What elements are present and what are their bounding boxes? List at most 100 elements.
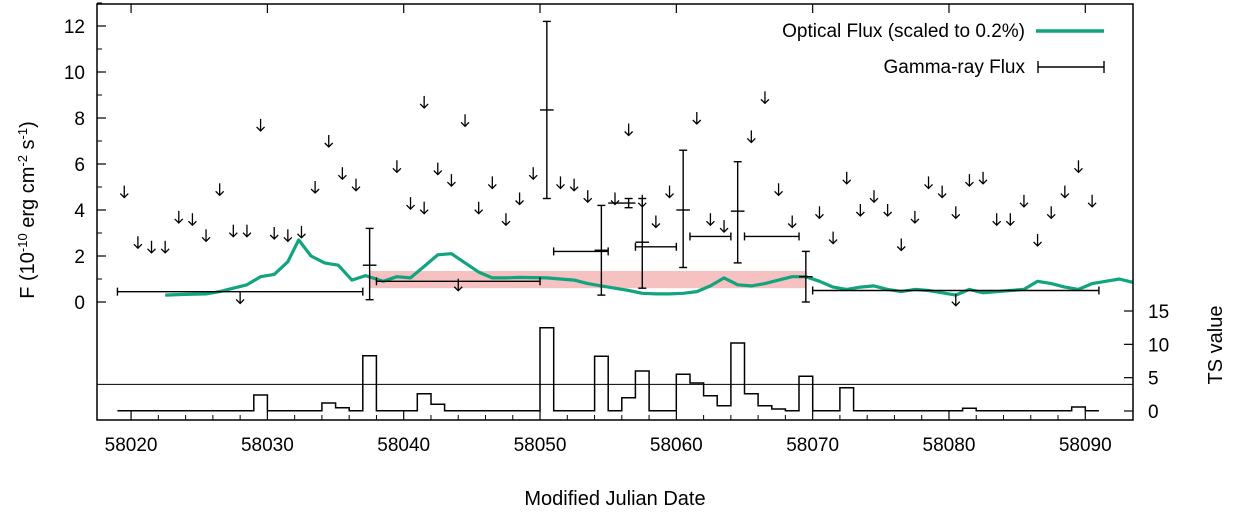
upper-limit-head xyxy=(119,193,129,199)
upper-limit-head xyxy=(556,183,565,190)
upper-limit-arrow xyxy=(1033,233,1043,247)
upper-limit-arrow xyxy=(201,229,211,243)
upper-limit-arrow xyxy=(515,192,525,206)
flux-axis-label-part4: ) xyxy=(17,121,39,128)
ts-axis-label: TS value xyxy=(1205,306,1227,385)
upper-limit-head xyxy=(201,236,211,243)
upper-limit-head xyxy=(787,223,797,229)
upper-limit-arrow xyxy=(283,229,293,243)
upper-limit-head xyxy=(324,142,334,148)
upper-limit-arrow xyxy=(419,95,429,109)
upper-limit-arrow xyxy=(487,176,497,190)
upper-limit-arrow xyxy=(460,114,470,128)
ts-y-tick-label: 5 xyxy=(1148,369,1159,390)
upper-limit-arrow xyxy=(406,197,415,211)
axes: 58020 58030 58040 58050 58060 58070 58080 58090… xyxy=(64,2,1169,456)
upper-limit-head xyxy=(351,186,361,192)
upper-limit-head xyxy=(269,234,279,240)
upper-limit-arrow xyxy=(924,176,933,190)
upper-limit-head xyxy=(637,202,647,208)
upper-limit-arrow xyxy=(446,174,456,188)
upper-limit-head xyxy=(665,193,674,199)
upper-limit-head xyxy=(883,211,893,217)
upper-limit-head xyxy=(692,119,702,125)
upper-limit-head xyxy=(283,236,293,243)
upper-limit-head xyxy=(583,197,593,204)
plot-area xyxy=(97,20,1134,412)
upper-limit-head xyxy=(855,211,865,217)
flux-axis-label-sup2: -2 xyxy=(15,155,30,167)
upper-limit-head xyxy=(446,181,456,188)
upper-limit-head xyxy=(310,188,320,194)
upper-limit-head xyxy=(569,186,579,192)
upper-limit-head xyxy=(1005,220,1015,227)
upper-limit-head xyxy=(828,239,838,245)
flux-y-tick-label: 10 xyxy=(64,63,85,84)
flux-y-tick-label: 6 xyxy=(74,155,85,176)
upper-limit-head xyxy=(1060,193,1070,199)
upper-limit-head xyxy=(924,183,933,190)
upper-limit-arrow xyxy=(951,206,961,220)
ts-histogram xyxy=(117,326,1099,412)
upper-limit-head xyxy=(487,183,497,190)
upper-limit-head xyxy=(228,232,238,238)
upper-limit-arrow xyxy=(1005,213,1015,227)
upper-limit-arrow xyxy=(1074,160,1083,174)
upper-limit-head xyxy=(419,209,429,215)
upper-limit-head xyxy=(1019,202,1029,208)
legend-gamma-label: Gamma-ray Flux xyxy=(884,57,1026,78)
upper-limit-arrow xyxy=(119,185,129,199)
upper-limit-arrow xyxy=(324,135,334,148)
upper-limit-arrow xyxy=(964,174,974,188)
x-tick-label: 58020 xyxy=(105,435,158,456)
ts-y-tick-label: 10 xyxy=(1148,335,1169,356)
upper-limit-arrow xyxy=(569,178,579,192)
upper-limit-head xyxy=(1087,202,1097,208)
upper-limit-head xyxy=(528,174,538,181)
upper-limit-arrow xyxy=(583,190,593,204)
upper-limit-head xyxy=(501,220,511,227)
flux-axis-label-part1: F (10 xyxy=(17,252,39,299)
upper-limit-arrow xyxy=(896,238,906,252)
x-tick-label: 58060 xyxy=(650,435,703,456)
flux-y-tick-label: 12 xyxy=(64,17,85,38)
upper-limit-head xyxy=(760,98,770,105)
x-axis-label: Modified Julian Date xyxy=(524,488,705,510)
upper-limit-head xyxy=(242,232,252,238)
upper-limit-head xyxy=(433,170,443,176)
x-tick-label: 58030 xyxy=(241,435,294,456)
x-tick-label: 58040 xyxy=(377,435,430,456)
upper-limit-arrow xyxy=(787,215,797,229)
upper-limit-arrow xyxy=(174,210,184,224)
upper-limit-arrow xyxy=(692,112,702,125)
upper-limit-head xyxy=(937,193,947,199)
upper-limit-arrow xyxy=(256,118,266,132)
upper-limit-head xyxy=(705,220,715,227)
x-tick-label: 58090 xyxy=(1059,435,1112,456)
upper-limit-arrow xyxy=(1019,194,1029,208)
flux-y-tick-label: 8 xyxy=(74,109,85,130)
upper-limit-arrow xyxy=(624,123,634,137)
upper-limit-arrow xyxy=(187,213,197,227)
upper-limit-arrow xyxy=(337,167,347,181)
upper-limit-arrow xyxy=(774,183,784,197)
upper-limit-arrow xyxy=(992,213,1002,227)
upper-limit-arrow xyxy=(637,194,647,208)
upper-limit-head xyxy=(215,190,225,197)
upper-limit-arrow xyxy=(978,171,988,185)
flux-axis-label-sup3: -1 xyxy=(15,128,30,140)
upper-limit-arrow xyxy=(760,91,770,105)
upper-limit-head xyxy=(719,227,729,234)
upper-limit-head xyxy=(406,204,415,211)
upper-limit-head xyxy=(187,220,197,227)
upper-limit-head xyxy=(474,209,484,215)
legend-gamma-swatch xyxy=(1037,61,1105,73)
upper-limit-head xyxy=(842,179,852,185)
upper-limit-head xyxy=(133,243,143,250)
upper-limit-arrow xyxy=(351,178,361,192)
flux-axis-label-sup1: -10 xyxy=(15,233,30,252)
flux-y-tick-label: 0 xyxy=(74,293,85,314)
upper-limit-arrow xyxy=(501,213,511,227)
upper-limit-head xyxy=(869,197,879,204)
